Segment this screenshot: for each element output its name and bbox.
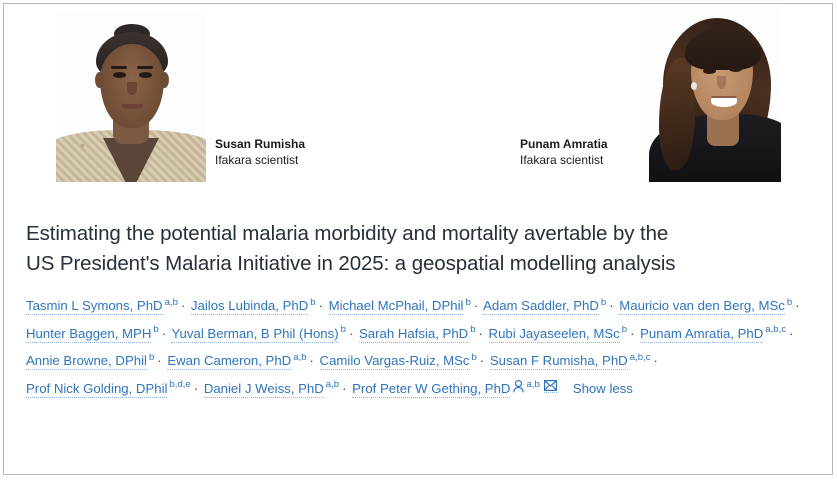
susan-rumisha-portrait [56,10,206,182]
author-item: Hunter Baggen, MPH b [26,324,159,343]
author-separator: · [318,298,323,314]
title-line-2: US President's Malaria Initiative in 202… [26,252,676,275]
article-card: Susan Rumisha Ifakara scientist Punam Am… [3,3,833,475]
scientist-card-susan-rumisha: Susan Rumisha Ifakara scientist [4,4,419,182]
author-affiliation: b [786,297,793,308]
author-affiliation: a,b [325,379,340,391]
scientist-role: Ifakara scientist [215,153,299,167]
author-item: Mauricio van den Berg, MSc b [619,297,793,316]
scientist-name: Punam Amratia [520,137,608,151]
author-separator: · [309,353,314,369]
author-link[interactable]: Prof Nick Golding, DPhil [26,380,168,398]
author-item: Annie Browne, DPhil b [26,351,155,371]
author-link[interactable]: Annie Browne, DPhil [26,353,147,371]
author-item: Prof Nick Golding, DPhil b,d,e [26,379,191,398]
author-link[interactable]: Sarah Hafsia, PhD [358,325,469,343]
author-link[interactable]: Adam Saddler, PhD [483,298,599,316]
author-separator: · [609,298,614,314]
author-link[interactable]: Daniel J Weiss, PhD [203,380,324,398]
author-separator: · [342,380,347,396]
author-affiliation: b [310,297,316,308]
author-separator: · [193,380,199,396]
author-link[interactable]: Punam Amratia, PhD [640,325,764,343]
author-separator: · [180,298,186,314]
envelope-icon[interactable] [543,379,557,393]
author-separator: · [795,298,800,314]
scientist-caption: Susan Rumisha Ifakara scientist [215,136,305,168]
author-separator: · [473,298,479,314]
author-link[interactable]: Prof Peter W Gething, PhD [352,380,511,398]
author-link[interactable]: Jailos Lubinda, PhD [190,298,309,316]
author-affiliation: a,b [526,379,540,391]
author-separator: · [630,325,635,341]
author-item-corresponding: Prof Peter W Gething, PhD a,b Show less [352,379,633,398]
scientists-banner: Susan Rumisha Ifakara scientist Punam Am… [4,4,832,182]
author-link[interactable]: Rubi Jayaseelen, MSc [488,325,620,343]
author-affiliation: b,d,e [169,379,191,391]
author-item: Tasmin L Symons, PhD a,b [26,297,178,316]
author-item: Michael McPhail, DPhil b [328,297,471,316]
author-item: Rubi Jayaseelen, MSc b [488,324,628,343]
author-separator: · [161,325,167,341]
author-affiliation: b [600,297,607,308]
show-less-button[interactable]: Show less [572,380,633,396]
page-title: Estimating the potential malaria morbidi… [26,219,810,279]
author-link[interactable]: Tasmin L Symons, PhD [26,298,163,316]
title-line-1: Estimating the potential malaria morbidi… [26,222,669,245]
author-item: Punam Amratia, PhD a,b,c [640,324,787,343]
author-affiliation: b [148,351,155,363]
author-item: Daniel J Weiss, PhD a,b [203,379,340,398]
author-affiliation: b [153,324,159,336]
author-affiliation: a,b [293,351,307,363]
author-link[interactable]: Michael McPhail, DPhil [328,298,464,316]
author-affiliation: b [471,351,477,363]
author-affiliation: b [470,324,476,336]
punam-amratia-portrait [641,6,781,182]
author-separator: · [478,325,483,341]
author-separator: · [479,353,485,369]
scientist-role: Ifakara scientist [520,153,604,167]
author-link[interactable]: Hunter Baggen, MPH [26,325,152,343]
author-link[interactable]: Susan F Rumisha, PhD [489,353,628,371]
author-affiliation: a,b,c [629,351,651,363]
author-item: Camilo Vargas-Ruiz, MSc b [319,351,477,371]
scientist-caption: Punam Amratia Ifakara scientist [520,136,608,168]
author-item: Adam Saddler, PhD b [483,297,607,316]
author-affiliation: b [465,297,471,308]
author-item: Ewan Cameron, PhD a,b [167,351,307,371]
author-affiliation: a,b [164,297,178,308]
author-affiliation: b [340,324,346,336]
author-separator: · [789,325,794,341]
author-item: Jailos Lubinda, PhD b [190,297,316,316]
author-item: Yuval Berman, B Phil (Hons) b [171,324,346,343]
author-affiliation: a,b,c [765,324,787,336]
author-link[interactable]: Yuval Berman, B Phil (Hons) [171,325,339,343]
author-separator: · [157,353,162,369]
author-list: Tasmin L Symons, PhD a,b · Jailos Lubinda,… [26,291,810,401]
article-body: Estimating the potential malaria morbidi… [4,183,832,401]
author-item: Susan F Rumisha, PhD a,b,c [489,351,651,371]
author-separator: · [348,325,354,341]
person-icon[interactable] [513,379,525,393]
author-link[interactable]: Camilo Vargas-Ruiz, MSc [319,353,470,371]
scientist-card-punam-amratia: Punam Amratia Ifakara scientist [419,4,832,182]
scientist-name: Susan Rumisha [215,137,306,151]
author-link[interactable]: Ewan Cameron, PhD [167,353,292,371]
author-affiliation: b [621,324,628,336]
author-item: Sarah Hafsia, PhD b [358,324,476,343]
author-link[interactable]: Mauricio van den Berg, MSc [619,298,785,316]
author-separator: · [653,353,658,369]
